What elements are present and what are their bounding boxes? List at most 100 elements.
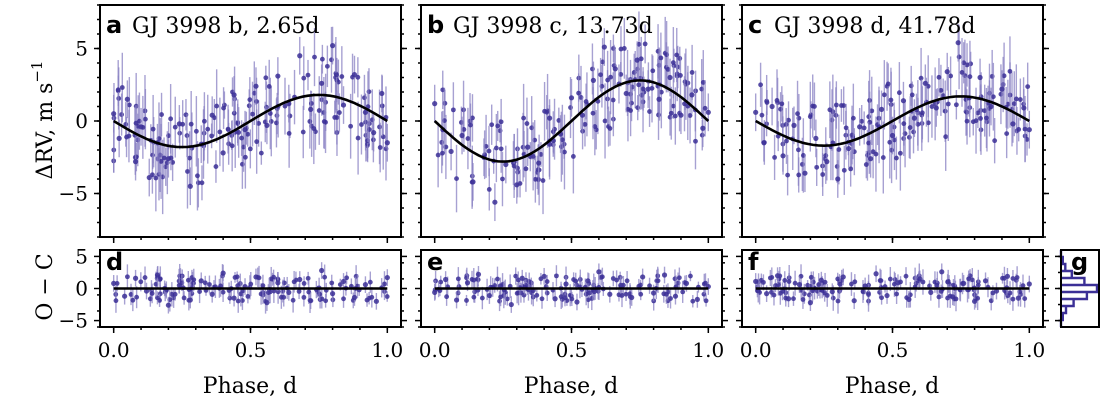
panel-c-point xyxy=(1017,97,1023,102)
panel-a-point xyxy=(332,115,338,120)
panel-c-point xyxy=(848,166,854,172)
panel-c-point xyxy=(977,74,983,81)
panel-a-model-curve xyxy=(113,93,388,149)
panel-a-point xyxy=(311,126,317,131)
panel-letter-c: c xyxy=(748,11,762,39)
panel-f-point xyxy=(791,296,796,302)
panel-b-point xyxy=(521,115,527,121)
panel-c-point xyxy=(841,167,847,173)
panel-e-point xyxy=(495,276,500,282)
panel-b-point xyxy=(583,99,589,104)
panel-c-point xyxy=(938,87,944,93)
panel-e-point xyxy=(623,291,629,297)
panel-e-point xyxy=(438,279,444,285)
panel-d-point xyxy=(181,295,187,301)
panel-e-point xyxy=(703,298,709,304)
panel-f-point xyxy=(796,282,803,288)
panel-d-point xyxy=(384,294,390,299)
panel-f-point xyxy=(849,281,854,287)
panel-e-point xyxy=(680,289,686,295)
panel-f-xtick-label: 0.0 xyxy=(740,338,772,362)
panel-b-point xyxy=(670,103,676,109)
panel-d-point xyxy=(301,294,307,300)
panel-e-point xyxy=(513,273,519,279)
panel-e-point xyxy=(607,291,613,297)
panel-b-point xyxy=(524,121,530,126)
panel-c-point xyxy=(1026,127,1032,133)
panel-c-point xyxy=(881,92,887,98)
panel-b-point xyxy=(658,55,664,61)
panel-b-point xyxy=(503,161,509,168)
panel-a-point xyxy=(362,109,369,115)
panel-letter-b: b xyxy=(427,11,444,39)
panel-a-point xyxy=(214,103,220,109)
panel-a-point xyxy=(239,135,245,141)
panel-a-point xyxy=(297,53,303,59)
panel-f-point xyxy=(879,295,884,301)
panel-c-point xyxy=(812,104,817,109)
panel-d-point xyxy=(323,298,329,304)
panel-e-point xyxy=(519,275,525,281)
panel-a-point xyxy=(308,106,314,112)
panel-a-point xyxy=(312,54,317,60)
panel-c-point xyxy=(978,116,983,121)
panel-e-point xyxy=(690,298,696,304)
panel-c-point xyxy=(911,115,917,121)
panel-e-point xyxy=(661,272,668,278)
panel-a-point xyxy=(146,174,152,181)
panel-f-point xyxy=(824,292,830,298)
panel-e-point xyxy=(539,296,545,302)
panel-c-model-curve xyxy=(755,95,1030,148)
panel-d-point xyxy=(198,278,204,284)
panel-a-point xyxy=(321,119,327,124)
panel-b-point xyxy=(605,77,611,83)
panel-b-point xyxy=(590,77,596,83)
panel-f-point xyxy=(1010,276,1016,281)
panel-b-point xyxy=(629,100,634,106)
panel-f-point xyxy=(906,296,912,303)
panel-f-point xyxy=(830,295,836,301)
panel-a-point xyxy=(205,126,211,132)
panel-b-point xyxy=(636,82,642,88)
panel-b-point xyxy=(601,44,607,50)
panel-f-point xyxy=(866,292,871,297)
panel-e-point xyxy=(569,296,575,302)
panel-a-point xyxy=(379,90,385,97)
panel-b-point xyxy=(498,119,504,125)
panel-c-point xyxy=(869,108,875,114)
panel-e-point xyxy=(479,295,485,301)
panel-a-point xyxy=(159,112,164,117)
panel-d-point xyxy=(275,289,281,295)
panel-d-point xyxy=(344,275,350,281)
panel-f-point xyxy=(928,289,934,295)
panel-e-point xyxy=(475,271,482,277)
panel-f-point xyxy=(934,282,940,288)
panel-c-point xyxy=(833,102,839,108)
panel-e-xtick-label: 0.0 xyxy=(419,338,451,362)
panel-c-point xyxy=(1001,73,1007,79)
panel-c-point xyxy=(943,134,949,140)
panel-f-point xyxy=(895,280,901,286)
panel-b-point xyxy=(672,113,678,119)
panel-d-xtick-label: 0.5 xyxy=(235,338,267,362)
panel-f-point xyxy=(966,276,972,282)
panel-a-point xyxy=(242,127,248,133)
panel-b-point xyxy=(440,150,445,156)
panel-c-point xyxy=(1025,84,1031,89)
panel-a-point xyxy=(275,73,281,79)
panel-c-point xyxy=(887,139,893,145)
panel-c-point xyxy=(999,86,1005,92)
panel-c-point xyxy=(802,170,808,176)
panel-b-point xyxy=(493,145,499,151)
panel-a-point xyxy=(111,111,117,117)
panel-f-point xyxy=(782,278,788,283)
panel-c-point xyxy=(820,172,826,177)
panel-b-point xyxy=(590,66,595,72)
panel-d-point xyxy=(286,289,292,295)
panel-e-point xyxy=(504,296,510,302)
panel-b-point xyxy=(665,66,671,72)
panel-b-point xyxy=(638,56,644,62)
panel-c-point xyxy=(897,150,903,156)
panel-e-point xyxy=(640,274,646,280)
ylabel-o-minus-c: O − C xyxy=(33,253,58,320)
